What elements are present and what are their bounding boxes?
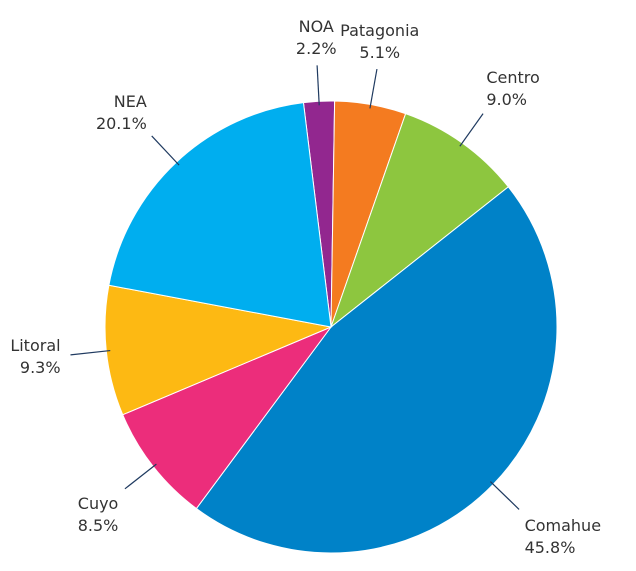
leader-line bbox=[369, 68, 378, 109]
slice-value-label: 9.0% bbox=[486, 90, 527, 109]
slice-value-label: 5.1% bbox=[359, 43, 400, 62]
slice-label: Litoral bbox=[10, 336, 60, 355]
slice-label: NEA bbox=[114, 92, 147, 111]
slice-label: Cuyo bbox=[78, 494, 119, 513]
slice-label: Centro bbox=[486, 68, 539, 87]
leader-line bbox=[316, 65, 320, 106]
slice-label: NOA bbox=[299, 17, 334, 36]
slice-value-label: 9.3% bbox=[20, 358, 61, 377]
leader-line bbox=[124, 463, 157, 490]
slice-value-label: 2.2% bbox=[296, 39, 337, 58]
leader-line bbox=[459, 113, 484, 147]
slice-value-label: 45.8% bbox=[525, 538, 576, 557]
leader-line bbox=[70, 349, 111, 356]
slice-value-label: 8.5% bbox=[78, 516, 119, 535]
leader-line bbox=[489, 481, 520, 510]
leader-line bbox=[151, 135, 180, 166]
slice-label: Comahue bbox=[525, 516, 601, 535]
slice-label: Patagonia bbox=[340, 21, 419, 40]
slice-value-label: 20.1% bbox=[96, 114, 147, 133]
